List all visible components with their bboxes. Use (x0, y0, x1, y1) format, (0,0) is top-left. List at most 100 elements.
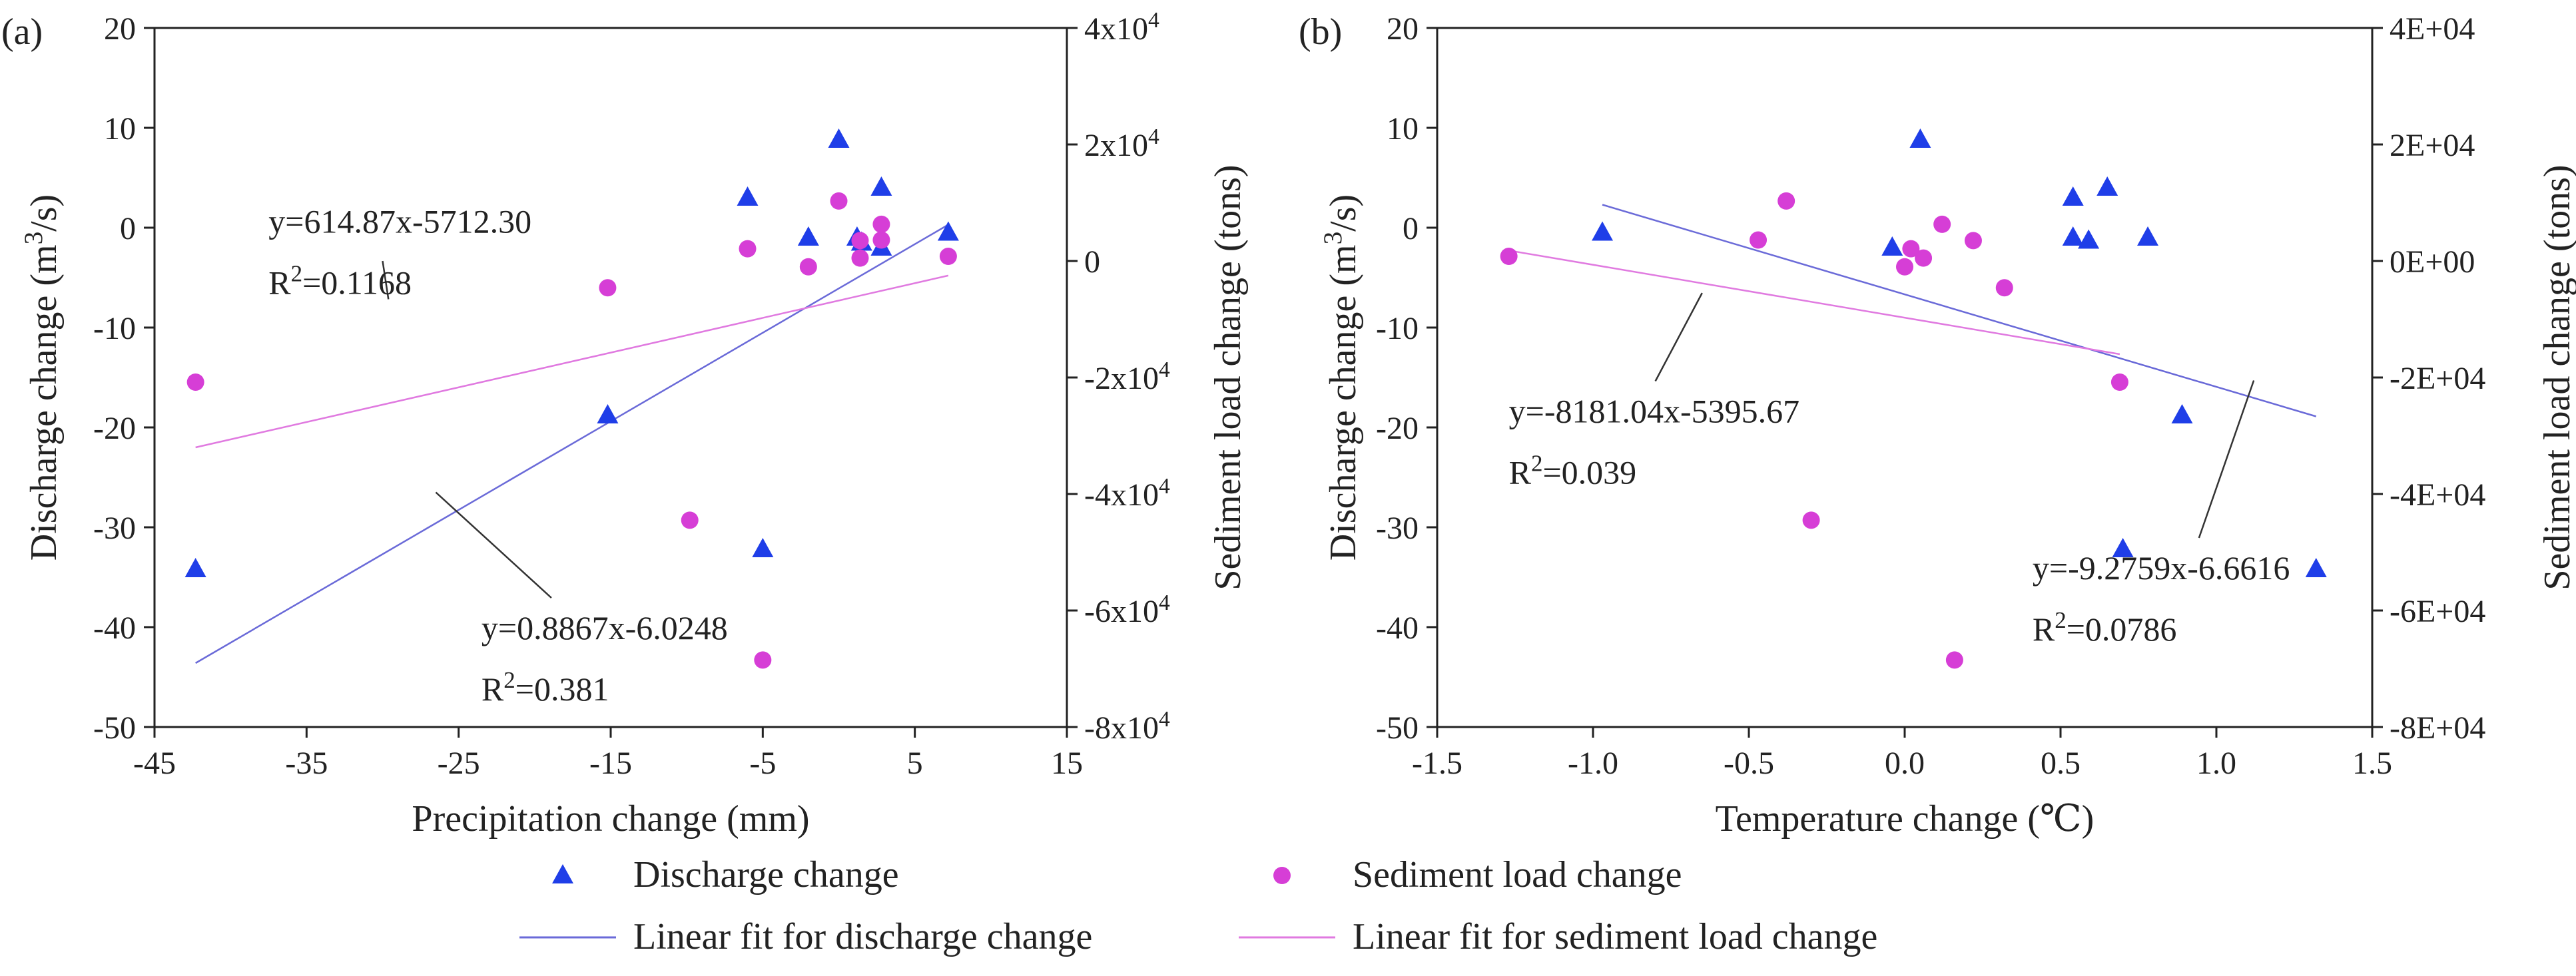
y-left-tick-label-part: -50 (93, 710, 136, 746)
y-right-tick-label-part: -6x10 (1084, 594, 1159, 629)
x-tick-label-part: -1.5 (1412, 746, 1462, 781)
y-left-tick-label-part: -50 (1376, 710, 1419, 746)
y-left-tick-label-part: -20 (1376, 411, 1419, 446)
y-right-tick-label-part: 4x10 (1084, 11, 1148, 47)
y-left-tick-label: -20 (1376, 411, 1419, 446)
y-left-axis-title-part: Discharge change (m (23, 244, 65, 561)
sediment-point (1802, 511, 1820, 529)
y-left-tick-label-part: 20 (104, 11, 136, 47)
sediment-point (1933, 215, 1951, 233)
y-left-axis-title-part: /s) (1323, 194, 1364, 232)
discharge-point (2305, 558, 2327, 577)
sediment-point (830, 192, 848, 210)
y-left-tick-label: 20 (1387, 11, 1419, 47)
plot-frame (1436, 27, 2374, 728)
y-right-tick-label: -6x104 (1084, 591, 1170, 630)
x-tick-label-part: -15 (589, 746, 632, 781)
y-right-tick-label-part: 4E+04 (2390, 11, 2475, 47)
y-left-axis-title-part: Discharge change (m (1323, 244, 1364, 561)
y-right-tick-label-part: 4 (1159, 707, 1170, 732)
sediment-point (1750, 231, 1768, 249)
y-right-tick-label-part: 4 (1148, 124, 1159, 149)
legend-label-part: Linear fit for discharge change (633, 916, 1092, 957)
y-left-tick-label-part: -20 (93, 411, 136, 446)
y-right-tick-label: -6E+04 (2390, 594, 2485, 629)
y-left-tick-label: -20 (93, 411, 136, 446)
x-tick-label: 0.5 (2041, 746, 2081, 781)
sediment-point (799, 258, 817, 276)
y-left-tick-label-part: 0 (1403, 211, 1419, 246)
x-tick-label-part: 5 (907, 746, 923, 781)
y-left-tick-label-part: -30 (93, 511, 136, 546)
x-tick-label-part: -25 (438, 746, 480, 781)
x-tick-label-part: 1.0 (2196, 746, 2236, 781)
y-left-tick-label: -10 (93, 311, 136, 346)
discharge-point (1909, 128, 1931, 148)
y-right-tick-label-part: -6E+04 (2390, 594, 2485, 629)
sediment-point (1964, 232, 1982, 250)
fit-r2: R2=0.039 (1509, 450, 1637, 491)
y-left-tick-label: -30 (1376, 511, 1419, 546)
y-right-axis-title: Sediment load change (tons) (2537, 164, 2576, 590)
y-left-tick-label-part: 10 (1387, 111, 1419, 146)
y-right-axis-title-part: Sediment load change (tons) (1207, 164, 1249, 590)
legend-label: Discharge change (633, 854, 899, 895)
y-left-tick-label: -40 (93, 610, 136, 646)
x-tick-label: 0.0 (1885, 746, 1925, 781)
x-tick-label-part: 0.0 (1885, 746, 1925, 781)
x-tick-label: 1.0 (2196, 746, 2236, 781)
fit-r2: R2=0.0786 (2033, 607, 2177, 648)
discharge-point (2137, 226, 2159, 246)
x-tick-label: -1.5 (1412, 746, 1462, 781)
x-tick-label: -35 (285, 746, 328, 781)
fit-equation-part: y=614.87x-5712.30 (268, 203, 531, 240)
fit-r2-part: R (482, 670, 504, 708)
fit-equation: y=614.87x-5712.30 (268, 203, 531, 240)
x-tick-label: -5 (749, 746, 776, 781)
discharge-point (2062, 226, 2084, 246)
y-left-axis-title-part: 3 (1319, 232, 1347, 245)
fit-equation: y=-9.2759x-6.6616 (2033, 549, 2290, 587)
annotation-leader (1654, 292, 1703, 382)
panel-b: -1.5 -1.0 -0.5 0.0 0.5 1.0 1.5 -50 -40 -30 -20 -10 0… (1299, 11, 2576, 840)
fit-r2: R2=0.381 (482, 667, 609, 708)
x-tick-label-part: -5 (749, 746, 776, 781)
y-right-tick-label: -2E+04 (2390, 361, 2485, 396)
y-left-axis-title: Discharge change (m3/s) (19, 194, 65, 561)
discharge-point (828, 128, 850, 148)
sediment-point (872, 231, 890, 249)
legend-label-part: Discharge change (633, 854, 899, 895)
y-right-tick-label: -4x104 (1084, 474, 1170, 513)
discharge-point (1881, 236, 1903, 256)
sediment-point (1915, 249, 1933, 267)
x-tick-label: -15 (589, 746, 632, 781)
y-left-tick-label-part: 20 (1387, 11, 1419, 47)
y-right-tick-label-part: 2x10 (1084, 128, 1148, 163)
fit-equation: y=0.8867x-6.0248 (482, 609, 728, 646)
fit-r2-part: =0.039 (1542, 454, 1636, 491)
discharge-point (797, 226, 819, 246)
legend-label: Sediment load change (1353, 854, 1682, 895)
y-left-axis-title: Discharge change (m3/s) (1319, 194, 1365, 561)
y-right-tick-label: -8x104 (1084, 707, 1170, 746)
y-left-tick-label-part: 10 (104, 111, 136, 146)
y-right-tick-label: -4E+04 (2390, 477, 2485, 513)
panel-label: (b) (1299, 11, 1342, 53)
y-left-tick-label-part: -30 (1376, 511, 1419, 546)
annotation-leader (2198, 380, 2255, 539)
legend-label: Linear fit for discharge change (633, 916, 1092, 957)
x-tick-label: 1.5 (2352, 746, 2392, 781)
discharge-point (184, 558, 206, 577)
y-right-tick-label: 0E+00 (2390, 244, 2475, 280)
y-left-tick-label: -50 (93, 710, 136, 746)
sediment-point (851, 232, 869, 250)
fit-r2-part: R (268, 264, 291, 302)
sediment-point (1500, 248, 1518, 265)
y-right-tick-label-part: 0E+00 (2390, 244, 2475, 280)
sediment-point (1945, 651, 1963, 669)
sediment-point (599, 279, 617, 297)
fit-r2-part: R (1509, 454, 1532, 491)
y-right-tick-label-part: 2E+04 (2390, 128, 2475, 163)
y-right-tick-label-part: -8E+04 (2390, 710, 2485, 746)
